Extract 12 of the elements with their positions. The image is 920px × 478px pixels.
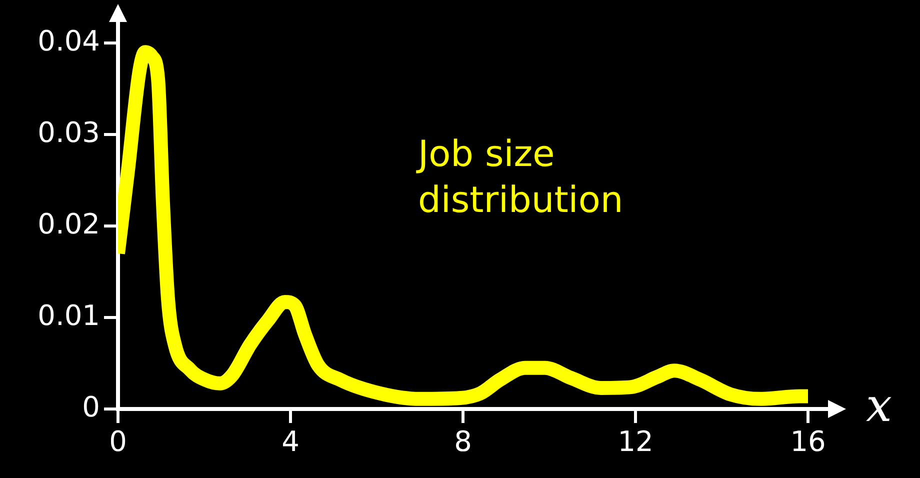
- x-tick-label: 8: [454, 425, 472, 458]
- x-tick-label: 12: [618, 425, 654, 458]
- x-tick-label: 4: [282, 425, 300, 458]
- x-tick-label: 16: [790, 425, 826, 458]
- y-tick-label: 0: [82, 390, 100, 424]
- x-axis-title: x: [866, 378, 892, 432]
- annotation: Job size distribution: [418, 133, 624, 223]
- y-tick-label: 0.04: [38, 24, 100, 58]
- y-tick-label: 0.03: [38, 116, 100, 149]
- y-tick-label: 0.01: [38, 298, 100, 332]
- x-tick-label: 0: [109, 425, 127, 458]
- y-tick-label: 0.02: [38, 207, 100, 240]
